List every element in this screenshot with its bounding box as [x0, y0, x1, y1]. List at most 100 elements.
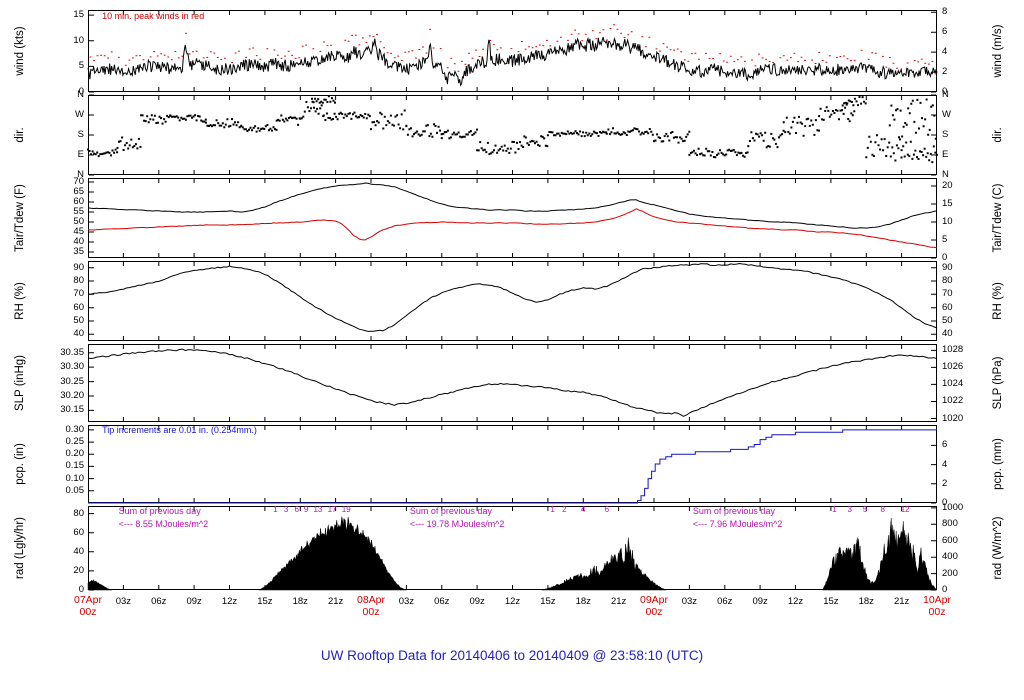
- rad-axis-label-right: rad (W/m^2): [992, 516, 1004, 580]
- pcp-axis-label-right: pcp. (mm): [992, 438, 1004, 490]
- rh-axis-label-left: RH (%): [14, 282, 26, 320]
- wind-direction-series: [87, 95, 938, 164]
- wind-plot: [87, 10, 938, 93]
- x-tick-label: 06z: [151, 596, 167, 607]
- rh-tick-label-right: 90: [942, 261, 953, 273]
- tair-tick-label-left: 45: [73, 226, 84, 237]
- wind-annotation: 10 min. peak winds in red: [102, 10, 205, 21]
- rh-tick-label-left: 90: [73, 261, 84, 273]
- dir-axis-label-left: dir.: [14, 127, 26, 143]
- slp-tick-label-left: 30.20: [60, 390, 84, 401]
- dir-tick-label-left: E: [77, 149, 84, 160]
- tair-tick-label-left: 55: [73, 206, 84, 217]
- rad-annotation: Sum of previous day: [409, 505, 492, 516]
- wind-tick-label-left: 0: [78, 86, 84, 97]
- rad-annotation: 4: [581, 504, 586, 514]
- rad-tick-label-left: 40: [73, 545, 84, 557]
- x-tick-label-major: 08Apr 00z: [356, 594, 386, 618]
- rh-tick-label-left: 80: [73, 275, 84, 286]
- rh-tick-label-left: 60: [73, 301, 84, 313]
- rh-tick-label-right: 50: [942, 315, 953, 326]
- dir-tick-label-left: N: [77, 169, 84, 180]
- chart-title: UW Rooftop Data for 20140406 to 20140409…: [320, 648, 704, 663]
- tair-tick-label-left: 35: [73, 246, 84, 257]
- tair-tick-label-left: 50: [73, 216, 84, 227]
- rh-tick-label-right: 80: [942, 275, 953, 286]
- tair-tick-label-right: 10: [942, 216, 953, 227]
- tair-tick-label-right: 20: [942, 180, 953, 191]
- rad-annotation: 12: [900, 504, 910, 514]
- dir-tick-label-left: N: [77, 89, 84, 100]
- tair-tick-label-left: 70: [73, 176, 84, 187]
- x-tick-label: 03z: [681, 596, 698, 607]
- x-tick-label: 03z: [398, 596, 415, 607]
- rad-annotation: <--- 7.96 MJoules/m^2: [692, 519, 783, 530]
- rad-annotation: 13: [313, 504, 323, 514]
- wind-axis-label-right: wind (m/s): [992, 24, 1004, 78]
- wind-axis-label-left: wind (kts): [14, 26, 26, 76]
- wind-tick-label-right: 2: [942, 66, 948, 78]
- dir-axis-label-right: dir.: [992, 127, 1004, 143]
- x-tick-label: 21z: [610, 596, 627, 607]
- wind-tick-label-left: 15: [73, 9, 84, 21]
- dewpoint-temperature-series: [87, 208, 938, 249]
- slp-tick-label-right: 1028: [942, 344, 964, 356]
- rad-tick-label-right: 600: [942, 534, 958, 546]
- slp-tick-label-left: 30.30: [60, 361, 84, 373]
- solar-radiation-series-day0: [87, 578, 112, 591]
- peak-wind-series: [89, 24, 934, 72]
- rh-tick-label-left: 50: [73, 315, 84, 326]
- rad-annotation: 9: [303, 504, 309, 514]
- pcp-plot: [88, 425, 937, 504]
- x-tick-label-major: 09Apr 00z: [639, 594, 669, 618]
- rh-tick-label-right: 60: [942, 301, 953, 313]
- rad-tick-label-right: 800: [942, 518, 958, 530]
- wind-tick-label-right: 4: [942, 46, 948, 58]
- x-tick-label: 12z: [504, 596, 521, 607]
- dir-tick-label-right: W: [942, 109, 951, 120]
- rh-tick-label-left: 40: [73, 328, 84, 340]
- x-tick-label: 12z: [221, 596, 238, 607]
- tair-axis-label-left: Tair/Tdew (F): [14, 184, 26, 252]
- x-tick-label: 15z: [540, 596, 556, 607]
- rad-tick-label-right: 400: [942, 551, 958, 563]
- x-tick-label: 09z: [469, 596, 485, 607]
- rad-tick-label-right: 1000: [942, 501, 964, 513]
- slp-tick-label-right: 1022: [942, 395, 964, 407]
- rad-annotation: 1: [273, 504, 278, 514]
- slp-tick-label-left: 30.25: [60, 375, 84, 387]
- air-temperature-series: [87, 182, 938, 229]
- rad-annotation: Sum of previous day: [118, 505, 201, 516]
- dir-tick-label-right: N: [942, 169, 949, 180]
- dir-tick-label-right: N: [942, 89, 949, 100]
- tair-tick-label-right: 15: [942, 198, 953, 209]
- rad-annotation: 3: [847, 504, 852, 514]
- tair-tick-label-left: 60: [73, 196, 84, 207]
- x-tick-label: 06z: [434, 596, 450, 607]
- rh-axis-label-right: RH (%): [992, 282, 1004, 320]
- slp-tick-label-left: 30.35: [60, 346, 84, 358]
- slp-plot: [87, 344, 938, 422]
- x-tick-label: 09z: [186, 596, 202, 607]
- dir-tick-label-right: E: [942, 149, 949, 160]
- tair-tick-label-right: 5: [942, 234, 948, 245]
- dir-tick-label-left: S: [77, 129, 84, 140]
- rad-tick-label-left: 60: [73, 526, 84, 538]
- tair-tick-label-left: 40: [73, 236, 84, 247]
- x-tick-label: 15z: [257, 596, 273, 607]
- tair-plot: [87, 178, 938, 259]
- rad-axis-label-left: rad (Lgly/hr): [14, 517, 26, 579]
- rad-annotation: Sum of previous day: [692, 505, 775, 516]
- rad-tick-label-left: 0: [78, 584, 84, 595]
- pcp-tick-label-right: 0: [942, 497, 948, 508]
- rad-tick-label-left: 20: [73, 564, 84, 576]
- dir-plot: [87, 94, 938, 176]
- tair-axis-label-right: Tair/Tdew (C): [992, 183, 1004, 253]
- pcp-tick-label-left: 0.15: [65, 460, 85, 472]
- x-tick-label: 18z: [575, 596, 591, 607]
- sea-level-pressure-series: [87, 348, 938, 417]
- rad-annotation: 17: [327, 504, 337, 514]
- dir-tick-label-left: W: [75, 109, 84, 120]
- rad-annotation: 1: [832, 504, 837, 514]
